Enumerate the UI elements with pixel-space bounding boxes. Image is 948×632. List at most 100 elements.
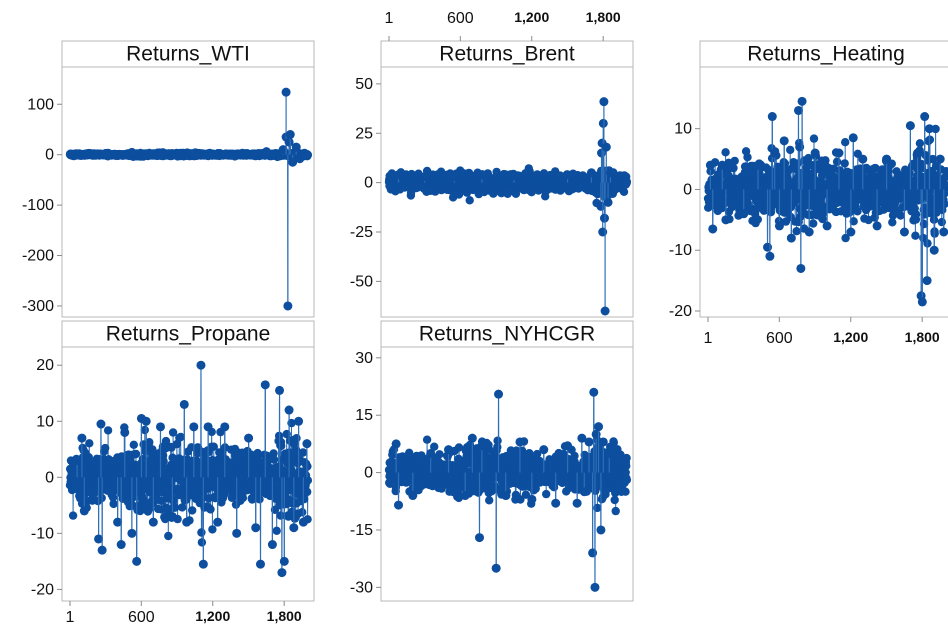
data-point: [206, 505, 215, 514]
spike-point: [810, 148, 820, 158]
data-point: [465, 196, 474, 205]
spike-point: [97, 545, 107, 555]
spike-point: [765, 251, 775, 261]
data-point: [136, 506, 145, 516]
data-point: [269, 449, 278, 458]
spike-point: [774, 221, 784, 231]
spike-point: [753, 160, 763, 170]
data-point: [841, 233, 850, 243]
spike-point: [721, 215, 731, 225]
data-point: [303, 487, 312, 497]
plot-area: [384, 387, 632, 592]
data-point: [516, 495, 525, 504]
spike-point: [302, 439, 312, 449]
spike-point: [189, 422, 199, 432]
spike-point: [779, 136, 789, 146]
spike-point: [116, 540, 126, 550]
spike-point: [449, 172, 459, 182]
y-tick-label: 10: [36, 413, 54, 430]
spike-point: [939, 227, 948, 237]
data-point: [253, 448, 262, 458]
data-point: [303, 476, 313, 485]
data-point: [255, 495, 264, 504]
data-point: [809, 219, 818, 228]
data-point: [238, 493, 248, 503]
spike-point: [113, 517, 123, 527]
x-tick-label: 1,800: [267, 608, 302, 624]
y-tick-label: -100: [22, 197, 54, 214]
x-tick-label: 1,800: [905, 329, 940, 345]
spike-point: [298, 517, 308, 527]
y-tick-label: -30: [350, 579, 373, 596]
data-point: [101, 443, 110, 453]
spike-point: [767, 112, 777, 122]
data-point: [276, 511, 285, 520]
spike-point: [793, 105, 803, 115]
spike-point: [905, 121, 915, 131]
data-point: [941, 180, 948, 190]
data-point: [68, 511, 78, 520]
data-point: [721, 148, 730, 157]
plot-area: [384, 97, 632, 316]
spike-point: [255, 559, 265, 569]
x-tick-label: 600: [766, 330, 793, 347]
data-point: [743, 153, 752, 162]
y-tick-label: 0: [364, 465, 373, 482]
data-point: [430, 442, 439, 451]
spike-point: [598, 227, 608, 237]
x-axis: 1 600 1,200 1,800: [704, 317, 940, 347]
data-point: [853, 207, 862, 216]
data-point: [871, 164, 880, 173]
spike-point: [167, 512, 177, 522]
y-tick-label: 100: [27, 96, 54, 113]
spike-point: [586, 168, 596, 178]
panel-title: Returns_Brent: [439, 43, 575, 66]
data-point: [168, 428, 178, 437]
data-point: [485, 496, 494, 505]
spike-point: [279, 556, 289, 566]
spike-point: [284, 405, 294, 415]
spike-point: [920, 112, 930, 122]
y-tick-label: -25: [350, 224, 373, 241]
data-point: [821, 156, 830, 165]
spike-point: [96, 419, 106, 429]
data-point: [915, 139, 925, 148]
spike-point: [922, 276, 932, 286]
spike-point: [94, 534, 104, 544]
spike-point: [289, 523, 299, 533]
data-point: [911, 231, 920, 240]
y-tick-label: -10: [669, 242, 692, 259]
spike-point: [244, 433, 254, 443]
y-tick-label: 0: [45, 469, 54, 486]
data-point: [841, 138, 850, 147]
data-point: [928, 154, 937, 164]
data-point: [140, 425, 149, 435]
spike-point: [127, 528, 137, 538]
data-point: [172, 439, 182, 449]
spike-point: [77, 433, 87, 443]
spike-point: [797, 96, 807, 106]
spike-point: [834, 148, 844, 158]
data-point: [829, 164, 838, 173]
spike-point: [285, 130, 295, 140]
data-point: [896, 211, 905, 220]
data-point: [292, 434, 301, 443]
data-point: [521, 490, 531, 499]
data-point: [493, 436, 502, 445]
data-point: [129, 440, 138, 449]
spike-point: [141, 416, 151, 426]
y-tick-label: -20: [31, 581, 54, 598]
spike-point: [708, 224, 718, 234]
spike-point: [203, 422, 213, 432]
data-point: [809, 134, 819, 143]
spike-point: [717, 160, 727, 170]
y-tick-label: -200: [22, 248, 54, 265]
data-point: [85, 439, 94, 448]
x-tick-label: 1: [704, 330, 713, 347]
y-tick-label: 50: [355, 76, 373, 93]
y-tick-label: -50: [350, 273, 373, 290]
x-tick-label: 1,800: [586, 9, 621, 25]
data-point: [197, 528, 206, 537]
